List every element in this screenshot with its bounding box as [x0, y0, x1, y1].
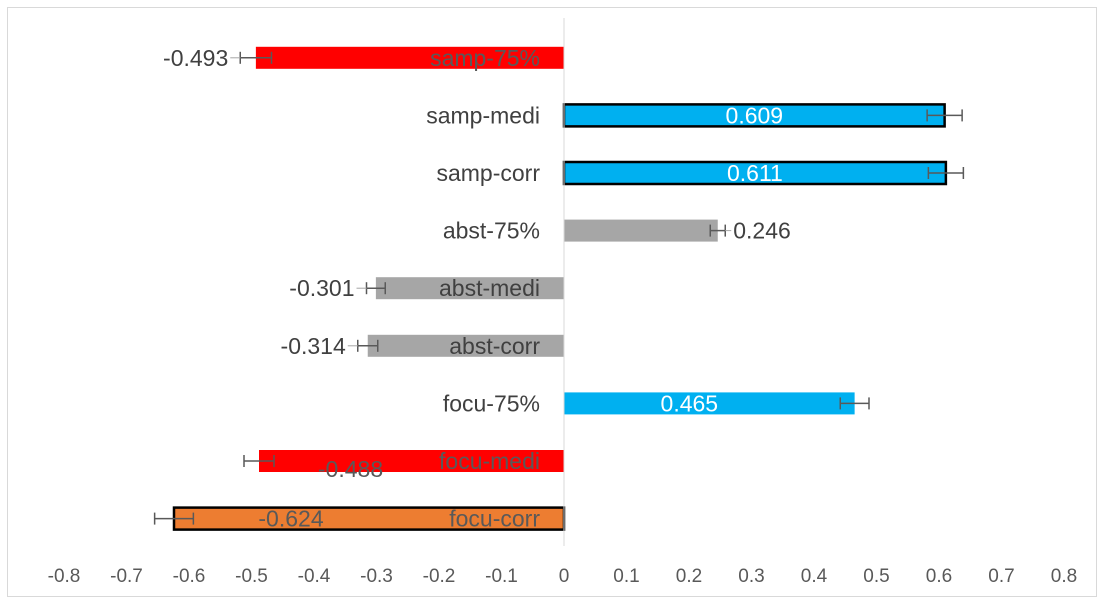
- error-bar: [243, 455, 275, 467]
- value-label: -0.624: [258, 506, 323, 532]
- x-tick-label: 0: [559, 566, 570, 587]
- bar-samp-75pct: [255, 46, 564, 69]
- x-tick-label: -0.1: [485, 566, 518, 587]
- x-tick-label: -0.5: [235, 566, 268, 587]
- x-tick-label: -0.8: [48, 566, 81, 587]
- category-label: abst-medi: [439, 275, 540, 301]
- value-label: 0.465: [661, 390, 719, 416]
- x-tick-label: 0.2: [676, 566, 702, 587]
- x-tick-label: 0.3: [738, 566, 764, 587]
- bar-focu-75pct: [564, 392, 855, 415]
- value-label: 0.609: [726, 102, 784, 128]
- x-tick-label: 0.1: [613, 566, 639, 587]
- x-tick-label: -0.7: [110, 566, 143, 587]
- x-tick-label: -0.2: [423, 566, 456, 587]
- x-tick-label: -0.6: [173, 566, 206, 587]
- axis-layer: -0.8 -0.7 -0.6 -0.5 -0.4 -0.3 -0.2 -0.1 0 0.1 0.2 0…: [48, 18, 1077, 587]
- category-label: abst-75%: [443, 218, 540, 244]
- x-tick-label: 0.8: [1051, 566, 1077, 587]
- category-label: samp-medi: [426, 102, 540, 128]
- labels-layer: samp-75% -0.493 samp-medi 0.609 samp-corr 0.6…: [163, 45, 791, 532]
- value-label: -0.314: [281, 333, 346, 359]
- value-label: 0.611: [727, 160, 783, 186]
- x-tick-label: 0.5: [863, 566, 889, 587]
- error-bar: [153, 512, 195, 525]
- value-label: -0.301: [289, 275, 354, 301]
- bar-focu-medi: [259, 450, 564, 472]
- bar-abst-medi: [375, 277, 564, 300]
- category-label: focu-corr: [449, 506, 540, 532]
- category-label: focu-medi: [439, 448, 540, 474]
- chart-frame: [7, 7, 1097, 597]
- x-tick-label: -0.4: [298, 566, 331, 587]
- category-label: focu-75%: [443, 390, 540, 416]
- error-bar: [839, 397, 870, 410]
- x-tick-label: 0.7: [988, 566, 1014, 587]
- error-bars-layer: [153, 51, 965, 525]
- error-bar: [926, 109, 963, 122]
- value-label: 0.246: [733, 218, 791, 244]
- x-tick-label: 0.4: [801, 566, 828, 587]
- bar-abst-corr: [367, 334, 564, 357]
- category-label: samp-corr: [436, 160, 540, 186]
- x-tick-label: 0.6: [926, 566, 952, 587]
- value-label: -0.493: [163, 45, 228, 71]
- category-label: abst-corr: [449, 333, 540, 359]
- x-tick-label: -0.3: [360, 566, 393, 587]
- error-bar: [927, 167, 965, 179]
- value-label: -0.488: [318, 456, 383, 482]
- bar-abst-75pct: [564, 219, 718, 242]
- category-label: samp-75%: [430, 45, 540, 71]
